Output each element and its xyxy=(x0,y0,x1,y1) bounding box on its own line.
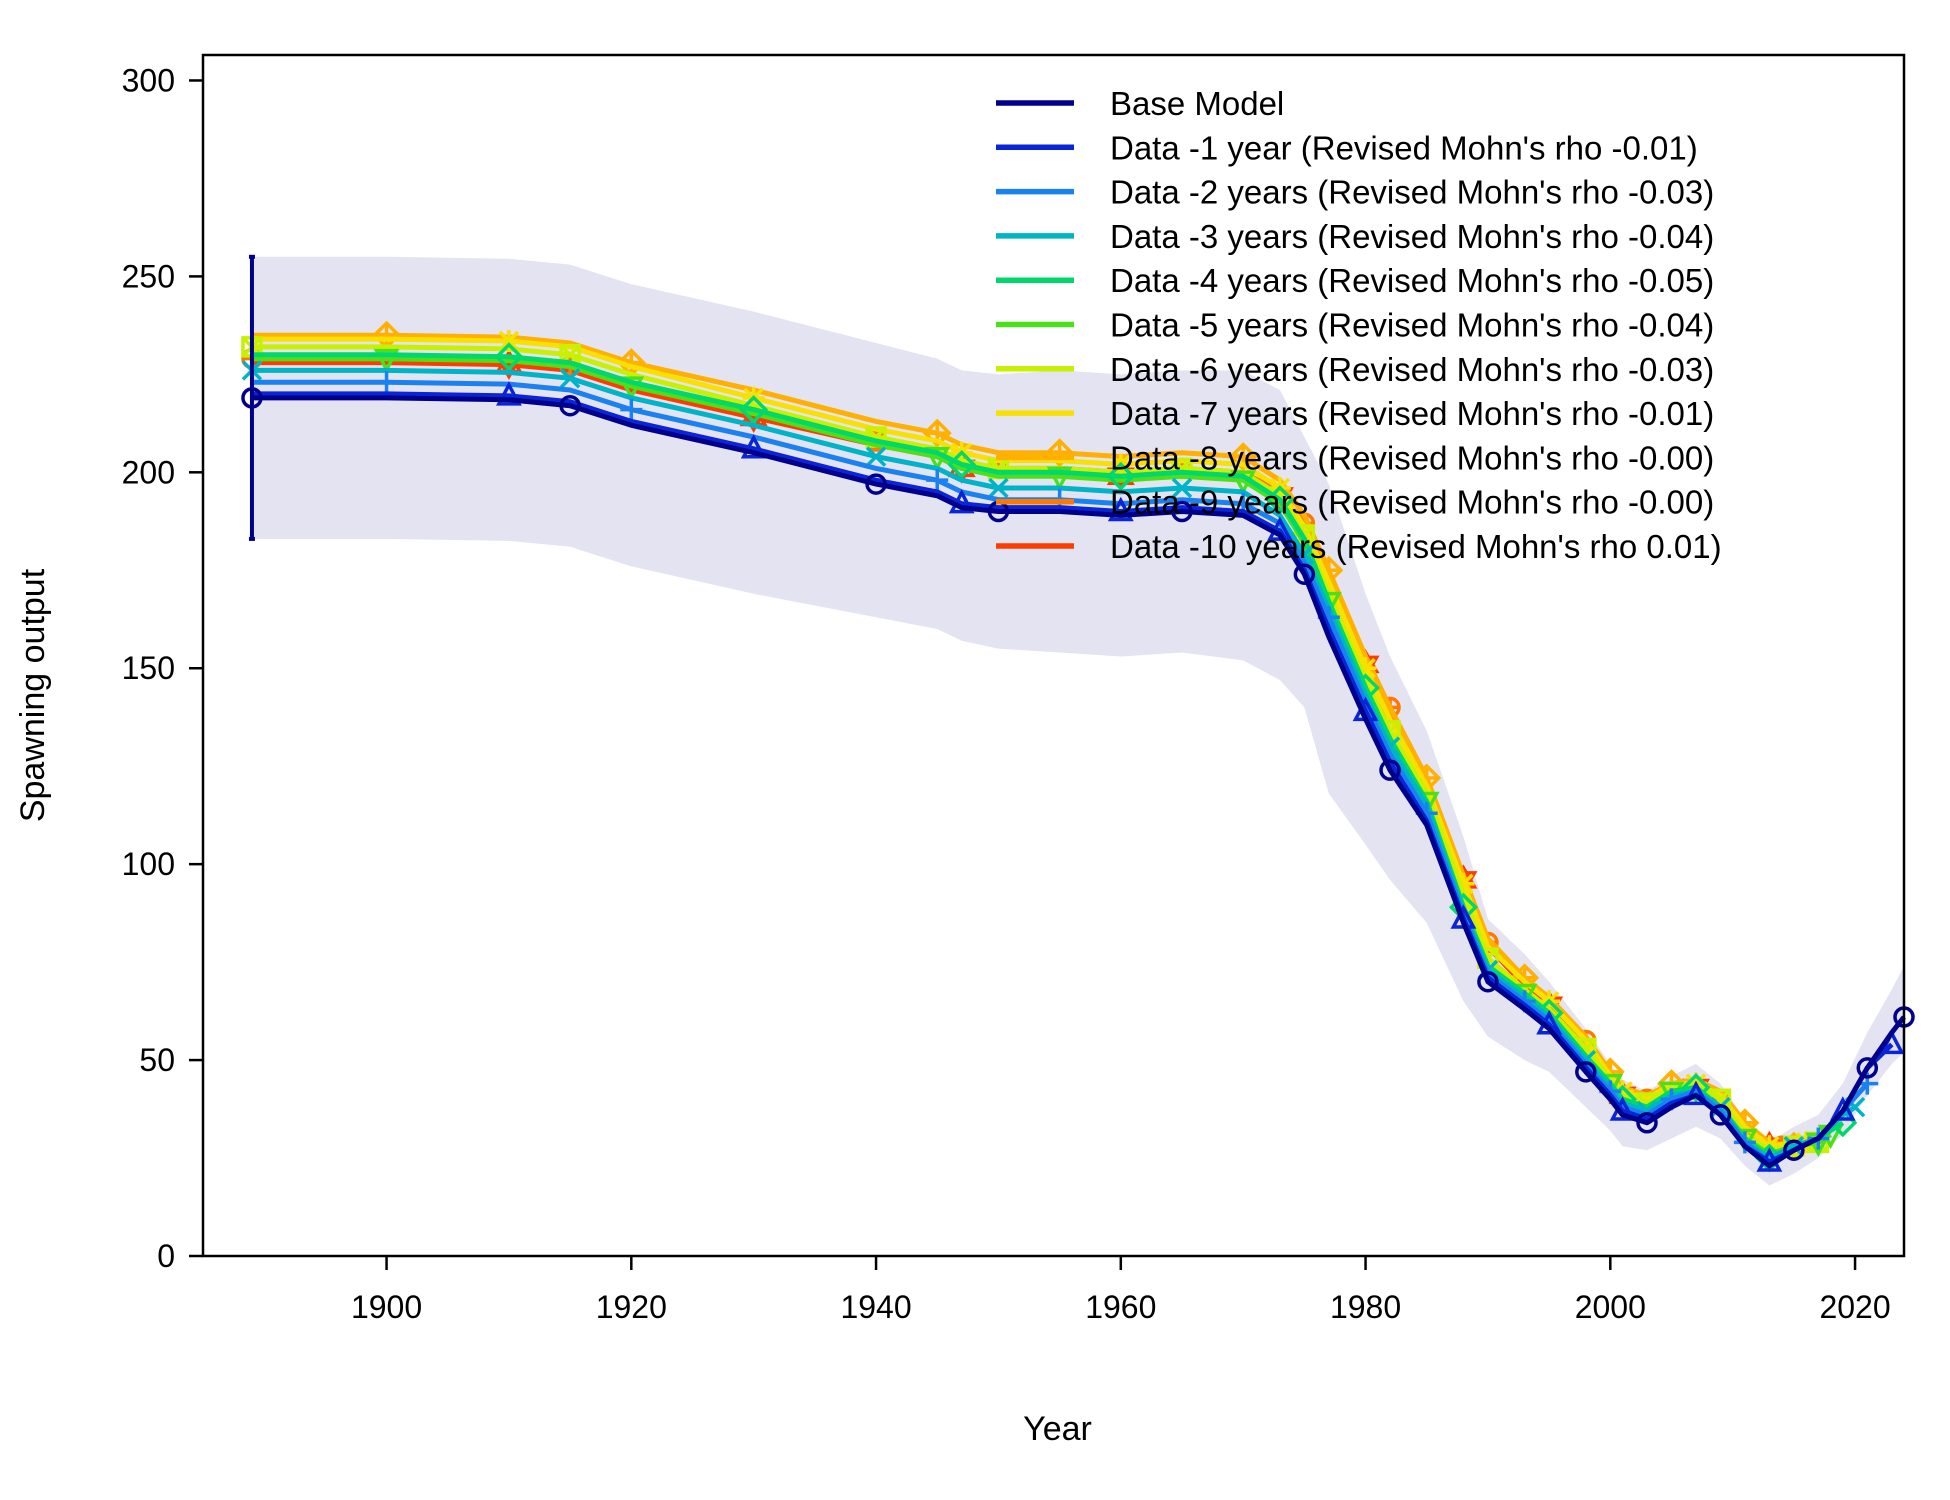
series-marker xyxy=(1265,485,1295,515)
series-marker xyxy=(1171,477,1193,499)
x-tick-label: 1940 xyxy=(840,1289,911,1325)
series-marker xyxy=(1829,1096,1856,1121)
legend-item-4: Data -4 years (Revised Mohn's rho -0.05) xyxy=(996,262,1714,299)
legend-label: Data -2 years (Revised Mohn's rho -0.03) xyxy=(1110,174,1714,211)
legend-item-6: Data -6 years (Revised Mohn's rho -0.03) xyxy=(996,351,1714,388)
series-marker xyxy=(924,446,951,472)
x-tick-label: 1920 xyxy=(596,1289,667,1325)
legend-item-1: Data -1 year (Revised Mohn's rho -0.01) xyxy=(996,129,1698,166)
y-axis-title: Spawning output xyxy=(14,568,52,822)
series-marker xyxy=(739,395,769,425)
x-tick-label: 1980 xyxy=(1330,1289,1401,1325)
legend-item-2: Data -2 years (Revised Mohn's rho -0.03) xyxy=(996,174,1714,211)
x-tick-label: 1960 xyxy=(1085,1289,1156,1325)
series-marker xyxy=(496,381,522,406)
legend-item-8: Data -8 years (Revised Mohn's rho -0.00) xyxy=(996,439,1714,476)
series-marker xyxy=(1293,563,1316,585)
y-tick-label: 100 xyxy=(122,846,175,882)
legend-label: Data -6 years (Revised Mohn's rho -0.03) xyxy=(1110,351,1714,388)
first-year-interval-layer xyxy=(248,254,255,541)
legend-label: Data -10 years (Revised Mohn's rho 0.01) xyxy=(1110,528,1722,565)
series-marker xyxy=(1783,1139,1805,1161)
legend: Base Model Data -1 year (Revised Mohn's r… xyxy=(996,85,1722,565)
series-marker xyxy=(1107,496,1134,522)
series-marker xyxy=(740,434,767,459)
legend-item-3: Data -3 years (Revised Mohn's rho -0.04) xyxy=(996,218,1714,255)
series-marker xyxy=(1636,1112,1658,1134)
x-axis: 1900 1920 1940 1960 1980 2000 2020 xyxy=(351,1256,1891,1325)
legend-item-7: Data -7 years (Revised Mohn's rho -0.01) xyxy=(996,395,1714,432)
series-marker xyxy=(618,376,645,401)
series-marker xyxy=(620,398,643,421)
series-marker xyxy=(926,469,949,492)
y-tick-label: 0 xyxy=(157,1238,175,1274)
legend-label: Data -5 years (Revised Mohn's rho -0.04) xyxy=(1110,307,1714,344)
series-marker xyxy=(1046,466,1073,491)
series-marker xyxy=(1856,1057,1879,1079)
series-marker xyxy=(1477,970,1499,993)
legend-label: Data -3 years (Revised Mohn's rho -0.04) xyxy=(1110,218,1714,255)
series-marker xyxy=(494,342,524,372)
series-marker xyxy=(1379,759,1401,781)
series-layer xyxy=(241,320,1915,1173)
legend-label: Data -8 years (Revised Mohn's rho -0.00) xyxy=(1110,439,1714,476)
series-0 xyxy=(241,387,1915,1169)
series-2 xyxy=(251,371,1879,1165)
series-marker xyxy=(1106,461,1136,491)
series-marker xyxy=(1171,500,1193,523)
legend-item-5: Data -5 years (Revised Mohn's rho -0.04) xyxy=(996,307,1714,344)
series-marker xyxy=(1452,872,1475,895)
series-marker xyxy=(1575,1061,1597,1083)
series-line xyxy=(251,379,1870,1165)
y-tick-label: 50 xyxy=(139,1042,175,1078)
series-marker xyxy=(1681,1073,1711,1102)
legend-label: Data -7 years (Revised Mohn's rho -0.01) xyxy=(1110,395,1714,432)
x-tick-label: 2020 xyxy=(1819,1289,1890,1325)
y-tick-label: 300 xyxy=(122,62,175,98)
series-marker xyxy=(947,450,977,479)
y-tick-label: 150 xyxy=(122,650,175,686)
series-marker xyxy=(865,446,887,467)
legend-label: Data -9 years (Revised Mohn's rho -0.00) xyxy=(1110,484,1714,521)
x-tick-label: 1900 xyxy=(351,1289,422,1325)
legend-label: Base Model xyxy=(1110,85,1284,122)
legend-label: Data -1 year (Revised Mohn's rho -0.01) xyxy=(1110,129,1698,166)
series-marker xyxy=(1683,1080,1709,1106)
legend-label: Data -4 years (Revised Mohn's rho -0.05) xyxy=(1110,262,1714,299)
series-marker xyxy=(948,488,975,514)
y-axis: 0 50 100 150 200 250 300 xyxy=(122,62,203,1274)
series-marker xyxy=(1709,1104,1732,1126)
series-line xyxy=(251,395,1906,1169)
plot-frame xyxy=(201,53,1906,1258)
legend-item-10: Data -10 years (Revised Mohn's rho 0.01) xyxy=(996,528,1722,565)
series-marker xyxy=(375,371,398,394)
legend-item-9: Data -9 years (Revised Mohn's rho -0.00) xyxy=(996,484,1714,521)
series-marker xyxy=(988,477,1009,499)
series-marker xyxy=(559,394,581,417)
series-marker xyxy=(559,368,581,389)
x-tick-label: 2000 xyxy=(1575,1289,1646,1325)
series-marker xyxy=(1354,657,1377,680)
x-axis-title: Year xyxy=(1023,1410,1092,1448)
series-marker xyxy=(373,348,400,374)
y-tick-label: 250 xyxy=(122,258,175,294)
series-marker xyxy=(865,473,887,495)
y-tick-label: 200 xyxy=(122,454,175,490)
legend-item-0: Base Model xyxy=(996,85,1284,122)
series-marker xyxy=(497,330,520,353)
